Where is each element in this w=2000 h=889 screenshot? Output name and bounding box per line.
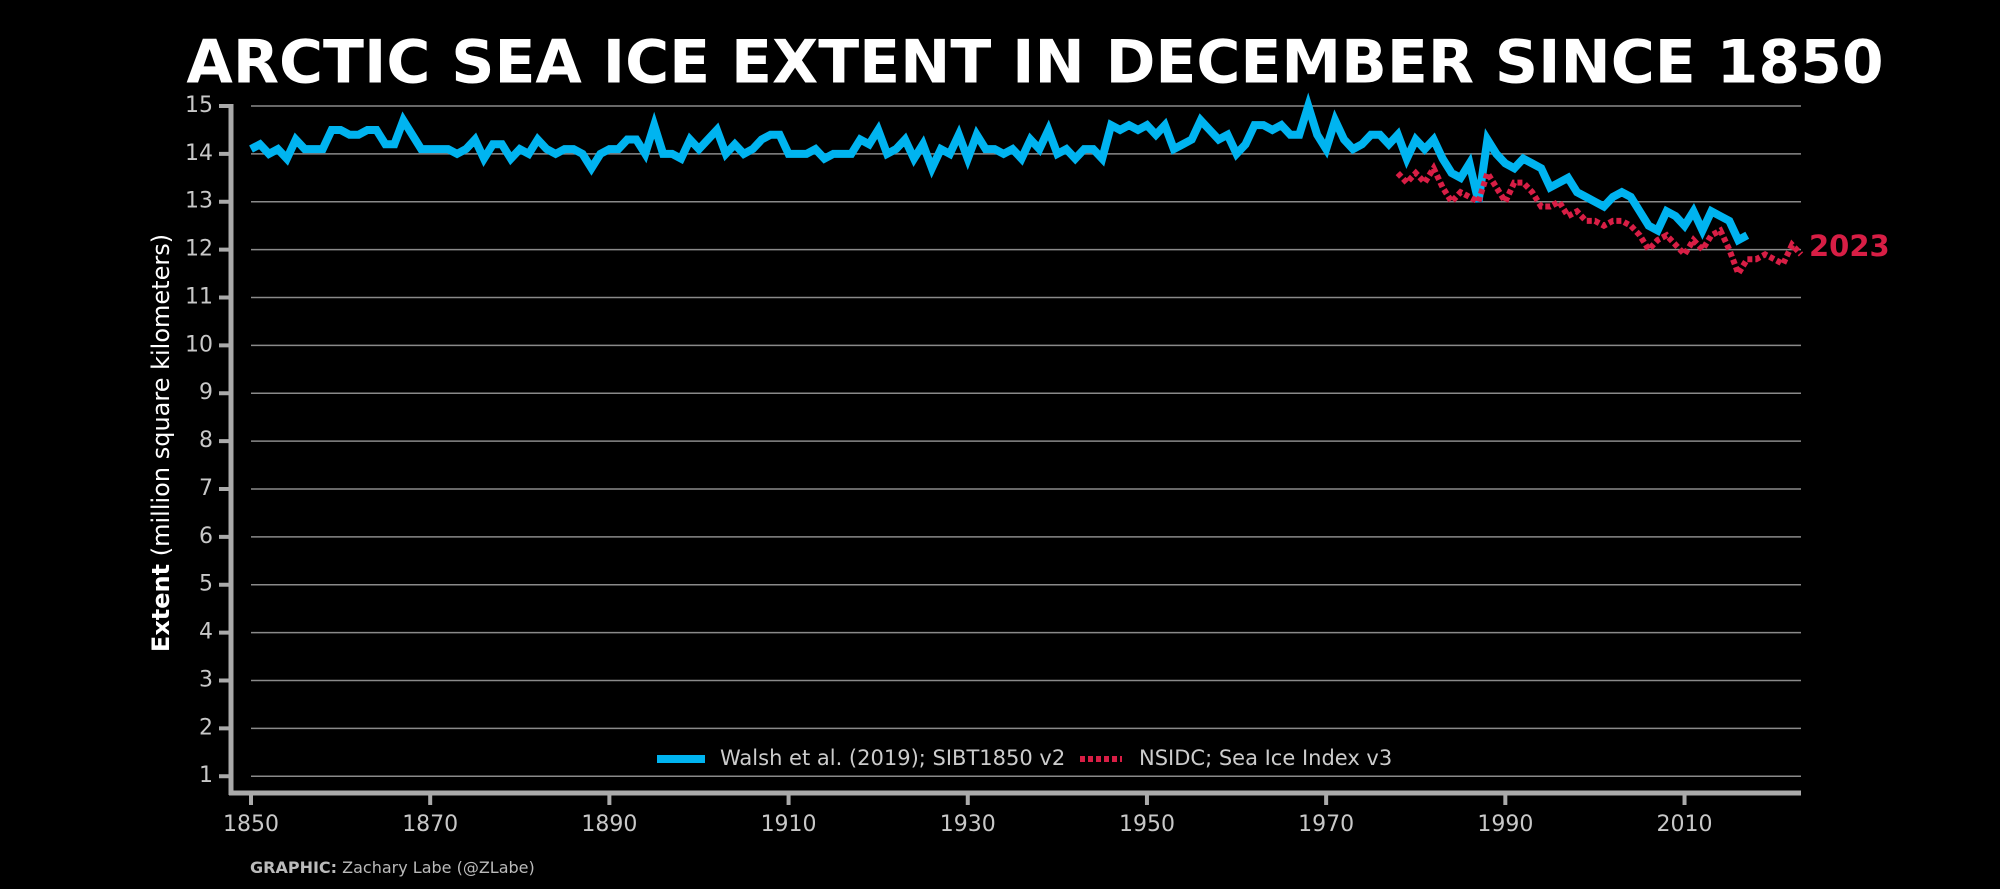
y-tick-label: 7 bbox=[199, 476, 213, 501]
y-tick-label: 4 bbox=[199, 620, 213, 645]
data-line bbox=[1395, 161, 1804, 281]
y-tick-label: 2 bbox=[199, 715, 213, 740]
y-tick-label: 6 bbox=[199, 524, 213, 549]
y-tick-label: 5 bbox=[199, 572, 213, 597]
y-axis-label-unit: (million square kilometers) bbox=[147, 234, 175, 556]
y-tick-label: 14 bbox=[185, 141, 213, 166]
x-tick-label: 1950 bbox=[1119, 812, 1175, 837]
credit-name: Zachary Labe (@ZLabe) bbox=[342, 858, 535, 877]
y-tick-label: 3 bbox=[199, 667, 213, 692]
y-tick-label: 9 bbox=[199, 380, 213, 405]
x-tick-label: 2010 bbox=[1657, 812, 1713, 837]
credit: GRAPHIC: Zachary Labe (@ZLabe) bbox=[250, 858, 535, 877]
x-tick-label: 1930 bbox=[940, 812, 996, 837]
credit-bold: GRAPHIC: bbox=[250, 858, 337, 877]
y-axis-label: Extent (million square kilometers) bbox=[147, 234, 175, 652]
legend-label: Walsh et al. (2019); SIBT1850 v2 bbox=[720, 746, 1065, 770]
y-tick-label: 11 bbox=[185, 284, 213, 309]
x-tick-label: 1910 bbox=[761, 812, 817, 837]
x-tick-label: 1850 bbox=[223, 812, 279, 837]
y-tick-label: 13 bbox=[185, 189, 213, 214]
legend-label: NSIDC; Sea Ice Index v3 bbox=[1139, 746, 1392, 770]
y-tick-label: 12 bbox=[185, 237, 213, 262]
x-tick-label: 1970 bbox=[1298, 812, 1354, 837]
data-line bbox=[249, 92, 1750, 246]
y-tick-label: 8 bbox=[199, 428, 213, 453]
y-tick-label: 1 bbox=[199, 763, 213, 788]
annotation: 2023 bbox=[1809, 229, 1890, 263]
chart-title: ARCTIC SEA ICE EXTENT IN DECEMBER SINCE … bbox=[186, 28, 1883, 98]
x-tick-label: 1990 bbox=[1477, 812, 1533, 837]
x-tick-label: 1870 bbox=[402, 812, 458, 837]
y-tick-label: 15 bbox=[185, 93, 213, 118]
y-tick-label: 10 bbox=[185, 332, 213, 357]
x-tick-label: 1890 bbox=[581, 812, 637, 837]
y-axis-label-bold: Extent bbox=[147, 564, 175, 652]
